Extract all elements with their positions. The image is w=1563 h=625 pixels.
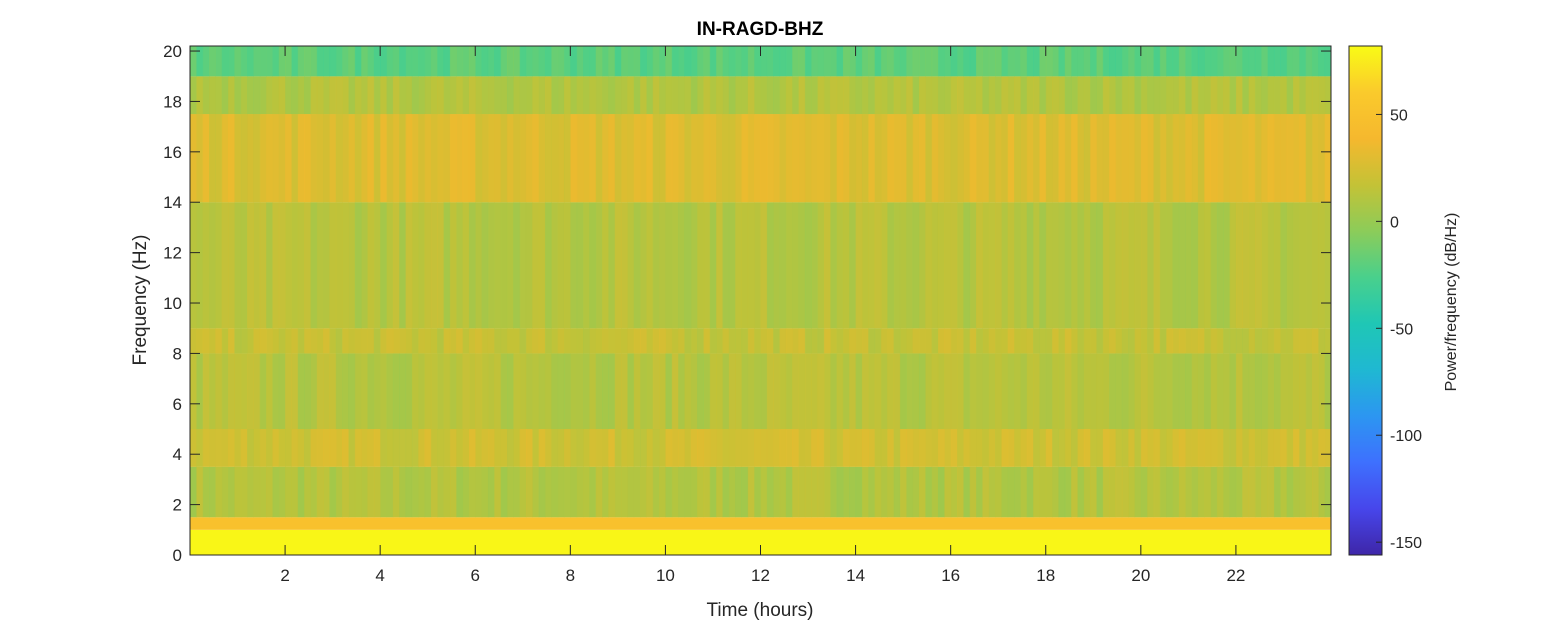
y-tick-label: 16 [163, 143, 182, 162]
x-tick-label: 4 [375, 566, 384, 585]
y-tick-label: 6 [173, 395, 182, 414]
x-tick-label: 20 [1131, 566, 1150, 585]
spectrogram-band [190, 114, 1331, 203]
colorbar-label: Power/frequency (dB/Hz) [1443, 213, 1460, 392]
y-tick-label: 4 [173, 445, 182, 464]
x-tick-label: 8 [566, 566, 575, 585]
x-tick-label: 16 [941, 566, 960, 585]
x-tick-label: 6 [471, 566, 480, 585]
x-tick-label: 12 [751, 566, 770, 585]
spectrogram-heatmap [190, 46, 1331, 555]
y-tick-label: 18 [163, 92, 182, 111]
x-tick-label: 10 [656, 566, 675, 585]
colorbar-tick-label: -100 [1390, 428, 1422, 445]
y-tick-label: 0 [173, 546, 182, 565]
spectrogram-band [190, 429, 1331, 467]
colorbar-tick-label: 0 [1390, 214, 1399, 231]
y-tick-label: 14 [163, 193, 182, 212]
y-axis-label: Frequency (Hz) [130, 235, 151, 366]
x-tick-label: 14 [846, 566, 865, 585]
spectrogram-band [190, 76, 1331, 115]
x-tick-label: 2 [280, 566, 289, 585]
y-tick-label: 10 [163, 294, 182, 313]
spectrogram-band [190, 466, 1331, 518]
y-tick-label: 2 [173, 496, 182, 515]
y-tick-label: 20 [163, 42, 182, 61]
spectrogram-band [190, 328, 1331, 354]
x-axis-ticks: 2 4 6 8 10 12 14 16 18 20 22 [280, 46, 1245, 585]
colorbar-tick-label: -50 [1390, 321, 1413, 338]
colorbar-tick-label: 50 [1390, 107, 1408, 124]
spectrogram-band [190, 202, 1331, 329]
chart-title: IN-RAGD-BHZ [697, 19, 824, 40]
colorbar-tick-label: -150 [1390, 535, 1422, 552]
x-tick-label: 22 [1226, 566, 1245, 585]
spectrogram-band [190, 517, 1331, 530]
y-axis-ticks: 0 2 4 6 8 10 12 14 16 18 20 [163, 42, 1331, 565]
y-tick-label: 12 [163, 244, 182, 263]
y-tick-label: 8 [173, 344, 182, 363]
colorbar [1348, 45, 1383, 556]
colorbar-ticks: 50 0 -50 -100 -150 [1376, 107, 1422, 552]
spectrogram-band [190, 353, 1331, 430]
x-tick-label: 18 [1036, 566, 1055, 585]
x-axis-label: Time (hours) [707, 600, 814, 621]
